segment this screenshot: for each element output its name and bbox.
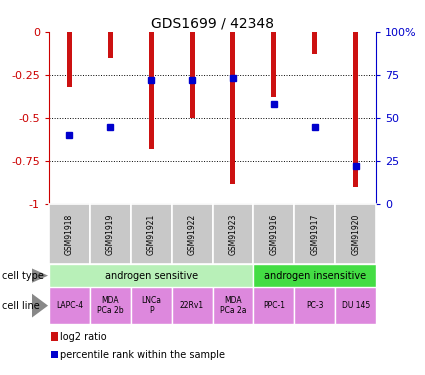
Text: cell type: cell type [2,271,44,280]
Bar [335,204,376,264]
Text: LNCa
P: LNCa P [141,296,161,315]
Bar [172,287,212,324]
Text: GSM91916: GSM91916 [269,214,278,255]
Text: androgen insensitive: androgen insensitive [264,271,366,280]
Polygon shape [32,268,48,283]
Text: GSM91919: GSM91919 [106,214,115,255]
Bar [131,287,172,324]
Title: GDS1699 / 42348: GDS1699 / 42348 [151,17,274,31]
Text: LAPC-4: LAPC-4 [56,301,83,310]
Bar [253,264,376,287]
Polygon shape [32,294,48,318]
Bar [131,204,172,264]
Bar [312,32,317,54]
Bar [253,287,294,324]
Text: androgen sensitive: androgen sensitive [105,271,198,280]
Bar [190,32,195,118]
Bar [90,287,131,324]
Text: percentile rank within the sample: percentile rank within the sample [60,350,225,360]
Text: PPC-1: PPC-1 [263,301,285,310]
Bar [108,32,113,58]
Bar [335,287,376,324]
Text: cell line: cell line [2,301,40,310]
Text: 22Rv1: 22Rv1 [180,301,204,310]
Bar [253,204,294,264]
Bar [294,287,335,324]
Bar [294,204,335,264]
Bar [49,204,90,264]
Bar [67,32,72,87]
Bar [49,264,253,287]
Bar [212,287,253,324]
Bar [212,204,253,264]
Text: GSM91923: GSM91923 [229,214,238,255]
Text: MDA
PCa 2b: MDA PCa 2b [97,296,124,315]
Text: GSM91918: GSM91918 [65,214,74,255]
Text: log2 ratio: log2 ratio [60,332,107,342]
Text: MDA
PCa 2a: MDA PCa 2a [220,296,246,315]
Bar [49,287,90,324]
Text: DU 145: DU 145 [342,301,370,310]
Bar [272,32,276,98]
Bar [90,204,131,264]
Text: GSM91917: GSM91917 [310,214,319,255]
Bar [230,32,235,184]
Text: GSM91920: GSM91920 [351,214,360,255]
Bar [353,32,358,187]
Text: PC-3: PC-3 [306,301,323,310]
Bar [149,32,153,149]
Text: GSM91921: GSM91921 [147,214,156,255]
Text: GSM91922: GSM91922 [187,214,196,255]
Bar [172,204,212,264]
